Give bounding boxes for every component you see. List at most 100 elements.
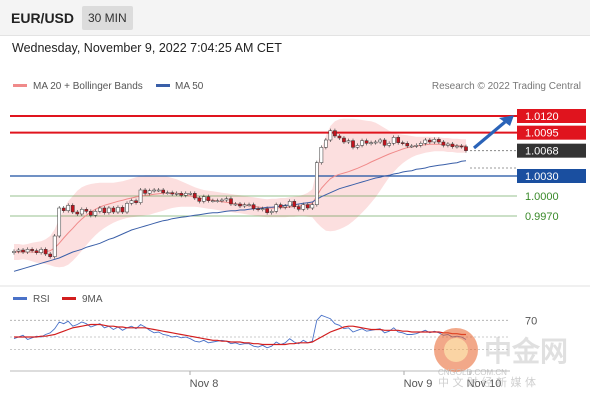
candle-body <box>260 208 265 210</box>
candle-body <box>79 209 84 215</box>
research-credit: Research © 2022 Trading Central <box>432 81 581 92</box>
forecast-arrow <box>472 115 514 150</box>
candle-body <box>301 204 306 210</box>
candle-body <box>89 211 93 216</box>
candle-body <box>170 192 175 195</box>
candle-body <box>143 189 147 194</box>
ma9-legend-label: 9MA <box>82 294 103 305</box>
candle-body <box>179 193 184 196</box>
candle-body <box>382 139 387 146</box>
candle-body <box>319 147 324 163</box>
watermark-url: CNGOLD.COM.CN <box>438 368 507 377</box>
resistance-label: 1.0120 <box>525 111 559 123</box>
candle-body <box>147 190 152 194</box>
cngold-watermark: 中金网 CNGOLD.COM.CN 中 文 财 经 新 媒 体 <box>434 328 568 389</box>
current-price-tag <box>517 143 586 158</box>
pivot-tag <box>517 169 586 183</box>
candle-body <box>215 200 220 202</box>
candle-body <box>197 197 202 202</box>
candle-body <box>129 200 134 204</box>
candle-body <box>102 207 107 213</box>
candle-body <box>459 145 464 148</box>
candle-body <box>75 211 80 215</box>
candle-body <box>315 162 319 205</box>
candle-body <box>400 142 405 144</box>
candle-body <box>464 146 468 151</box>
pivot-label: 1.0030 <box>525 171 559 183</box>
price-levels <box>10 115 517 217</box>
candle-body <box>455 145 459 148</box>
x-tick-label: Nov 9 <box>404 378 433 390</box>
candle-body <box>369 142 373 144</box>
candle-body <box>405 143 410 147</box>
candle-body <box>192 193 197 199</box>
candle-body <box>93 211 98 216</box>
candle-body <box>305 204 310 209</box>
candle-body <box>16 249 21 252</box>
candle-body <box>418 143 423 146</box>
candle-body <box>423 139 428 144</box>
candle-body <box>161 189 165 193</box>
rsi-legend-swatch <box>13 297 27 300</box>
candle-body <box>70 205 75 213</box>
timeframe-button[interactable]: 30 MIN <box>82 6 133 30</box>
candle-body <box>120 207 125 213</box>
ma9-legend-swatch <box>62 297 76 300</box>
candle-body <box>360 140 364 146</box>
candle-body <box>34 250 39 253</box>
candle-body <box>211 200 215 202</box>
bollinger-bands <box>14 118 466 268</box>
resistance-label: 1.0095 <box>525 128 559 140</box>
ma20-legend-swatch <box>13 84 27 87</box>
candle-body <box>174 193 179 195</box>
candle-body <box>43 249 48 255</box>
candle-body <box>224 198 229 201</box>
candle-body <box>409 145 414 148</box>
candle-body <box>351 140 355 148</box>
candle-body <box>342 137 346 143</box>
candle-body <box>156 189 161 192</box>
x-tick-label: Nov 8 <box>190 378 219 390</box>
candle-body <box>242 204 247 207</box>
candle-body <box>247 204 251 206</box>
candle-body <box>274 204 278 212</box>
candle-body <box>238 203 242 207</box>
x-axis-ticks: Nov 8 Nov 9 Nov 10 <box>189 371 501 390</box>
watermark-tagline: 中 文 财 经 新 媒 体 <box>438 375 536 389</box>
candle-body <box>107 207 111 213</box>
candle-body <box>188 193 193 195</box>
candle-body <box>66 205 71 211</box>
candle-body <box>30 249 34 251</box>
candle-body <box>52 235 57 257</box>
candle-body <box>256 208 260 210</box>
candle-body <box>328 130 333 141</box>
candle-body <box>206 196 211 201</box>
candle-body <box>229 198 233 205</box>
candle-body <box>387 143 391 146</box>
candle-body <box>269 211 274 213</box>
rsi-legend-label: RSI <box>33 294 50 305</box>
candle-body <box>396 137 401 143</box>
candle-body <box>84 209 89 212</box>
level-labels: 1.0120 1.0095 1.0068 1.0030 1.0000 0.9970 <box>517 109 586 223</box>
candle-body <box>21 249 25 253</box>
candle-body <box>414 145 419 147</box>
candle-body <box>346 140 351 143</box>
candle-body <box>265 208 269 213</box>
candlesticks <box>12 128 468 259</box>
candle-body <box>183 193 188 196</box>
candle-body <box>48 253 52 257</box>
candle-body <box>57 207 62 237</box>
candle-body <box>138 189 143 203</box>
candle-body <box>125 203 129 213</box>
candle-body <box>364 140 369 144</box>
ma50-legend-swatch <box>156 84 170 87</box>
candle-body <box>428 139 432 143</box>
candle-body <box>373 141 378 144</box>
current-price-label: 1.0068 <box>525 146 559 158</box>
candle-body <box>324 139 328 148</box>
candle-body <box>450 143 455 147</box>
candle-body <box>441 141 446 146</box>
candle-body <box>202 196 206 202</box>
candle-body <box>98 207 102 212</box>
